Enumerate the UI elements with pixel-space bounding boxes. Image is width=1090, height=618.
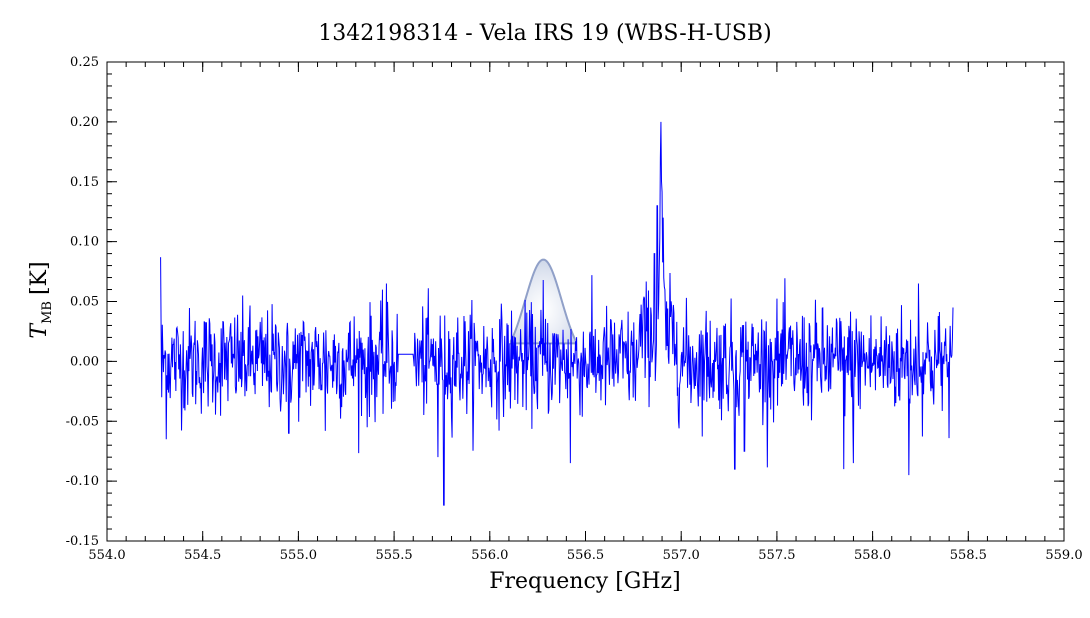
chart-title: 1342198314 - Vela IRS 19 (WBS-H-USB) [318,21,771,46]
y-axis-label-unit: [K] [27,261,52,295]
y-tick-label: 0.10 [70,235,99,250]
x-tick-label: 558.5 [950,548,987,563]
x-tick-label: 555.5 [375,548,412,563]
y-tick-label: -0.10 [66,474,99,489]
x-tick-label: 557.0 [663,548,700,563]
y-tick-label: 0.25 [70,55,99,70]
y-axis-label-subscript: MB [40,301,55,324]
x-tick-label: 554.0 [88,548,125,563]
y-tick-label: -0.15 [66,534,99,549]
y-axis: -0.15 -0.10 -0.05 0.00 0.05 0.10 0.15 0.20 0.25 [66,55,1064,549]
x-axis-label: Frequency [GHz] [489,569,681,594]
spectrum-line [160,121,954,506]
plot-area [106,61,1065,542]
x-tick-label: 559.0 [1045,548,1082,563]
x-tick-label: 557.5 [758,548,795,563]
y-axis-label: TMB [K] [27,261,55,338]
y-tick-label: -0.05 [66,414,99,429]
x-tick-label: 555.0 [280,548,317,563]
y-tick-label: 0.15 [70,175,99,190]
x-axis: 554.0 554.5 555.0 555.5 556.0 556.5 557.0 557.5… [88,62,1083,563]
svg-text:TMB[K]: TMB [K] [27,261,55,338]
y-axis-label-symbol: T [27,322,52,339]
y-tick-label: 0.20 [70,115,99,130]
x-tick-label: 554.5 [184,548,221,563]
x-tick-label: 556.0 [471,548,508,563]
y-tick-label: 0.05 [70,295,99,310]
plot-frame [106,61,1065,542]
y-tick-label: 0.00 [70,354,99,369]
x-tick-label: 556.5 [567,548,604,563]
x-tick-label: 558.0 [854,548,891,563]
